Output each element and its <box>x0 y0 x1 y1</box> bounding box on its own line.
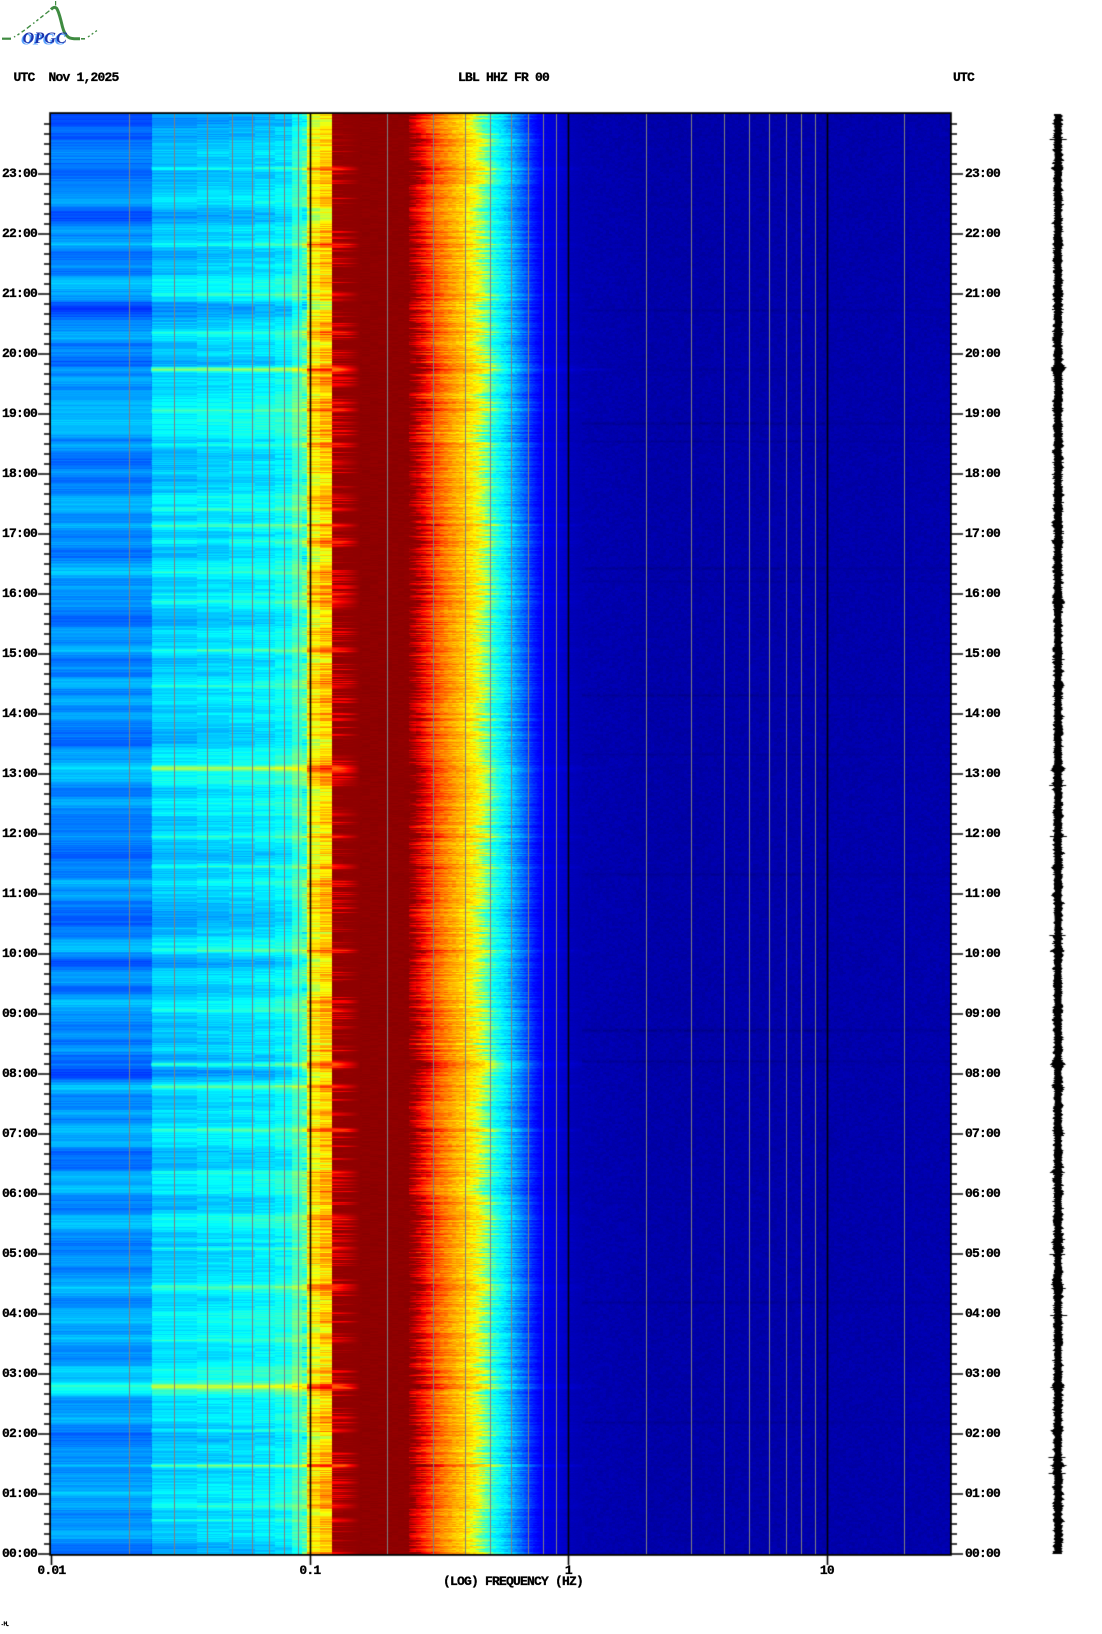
svg-text:OPGC: OPGC <box>21 32 65 49</box>
svg-text:OPGC: OPGC <box>23 30 67 47</box>
